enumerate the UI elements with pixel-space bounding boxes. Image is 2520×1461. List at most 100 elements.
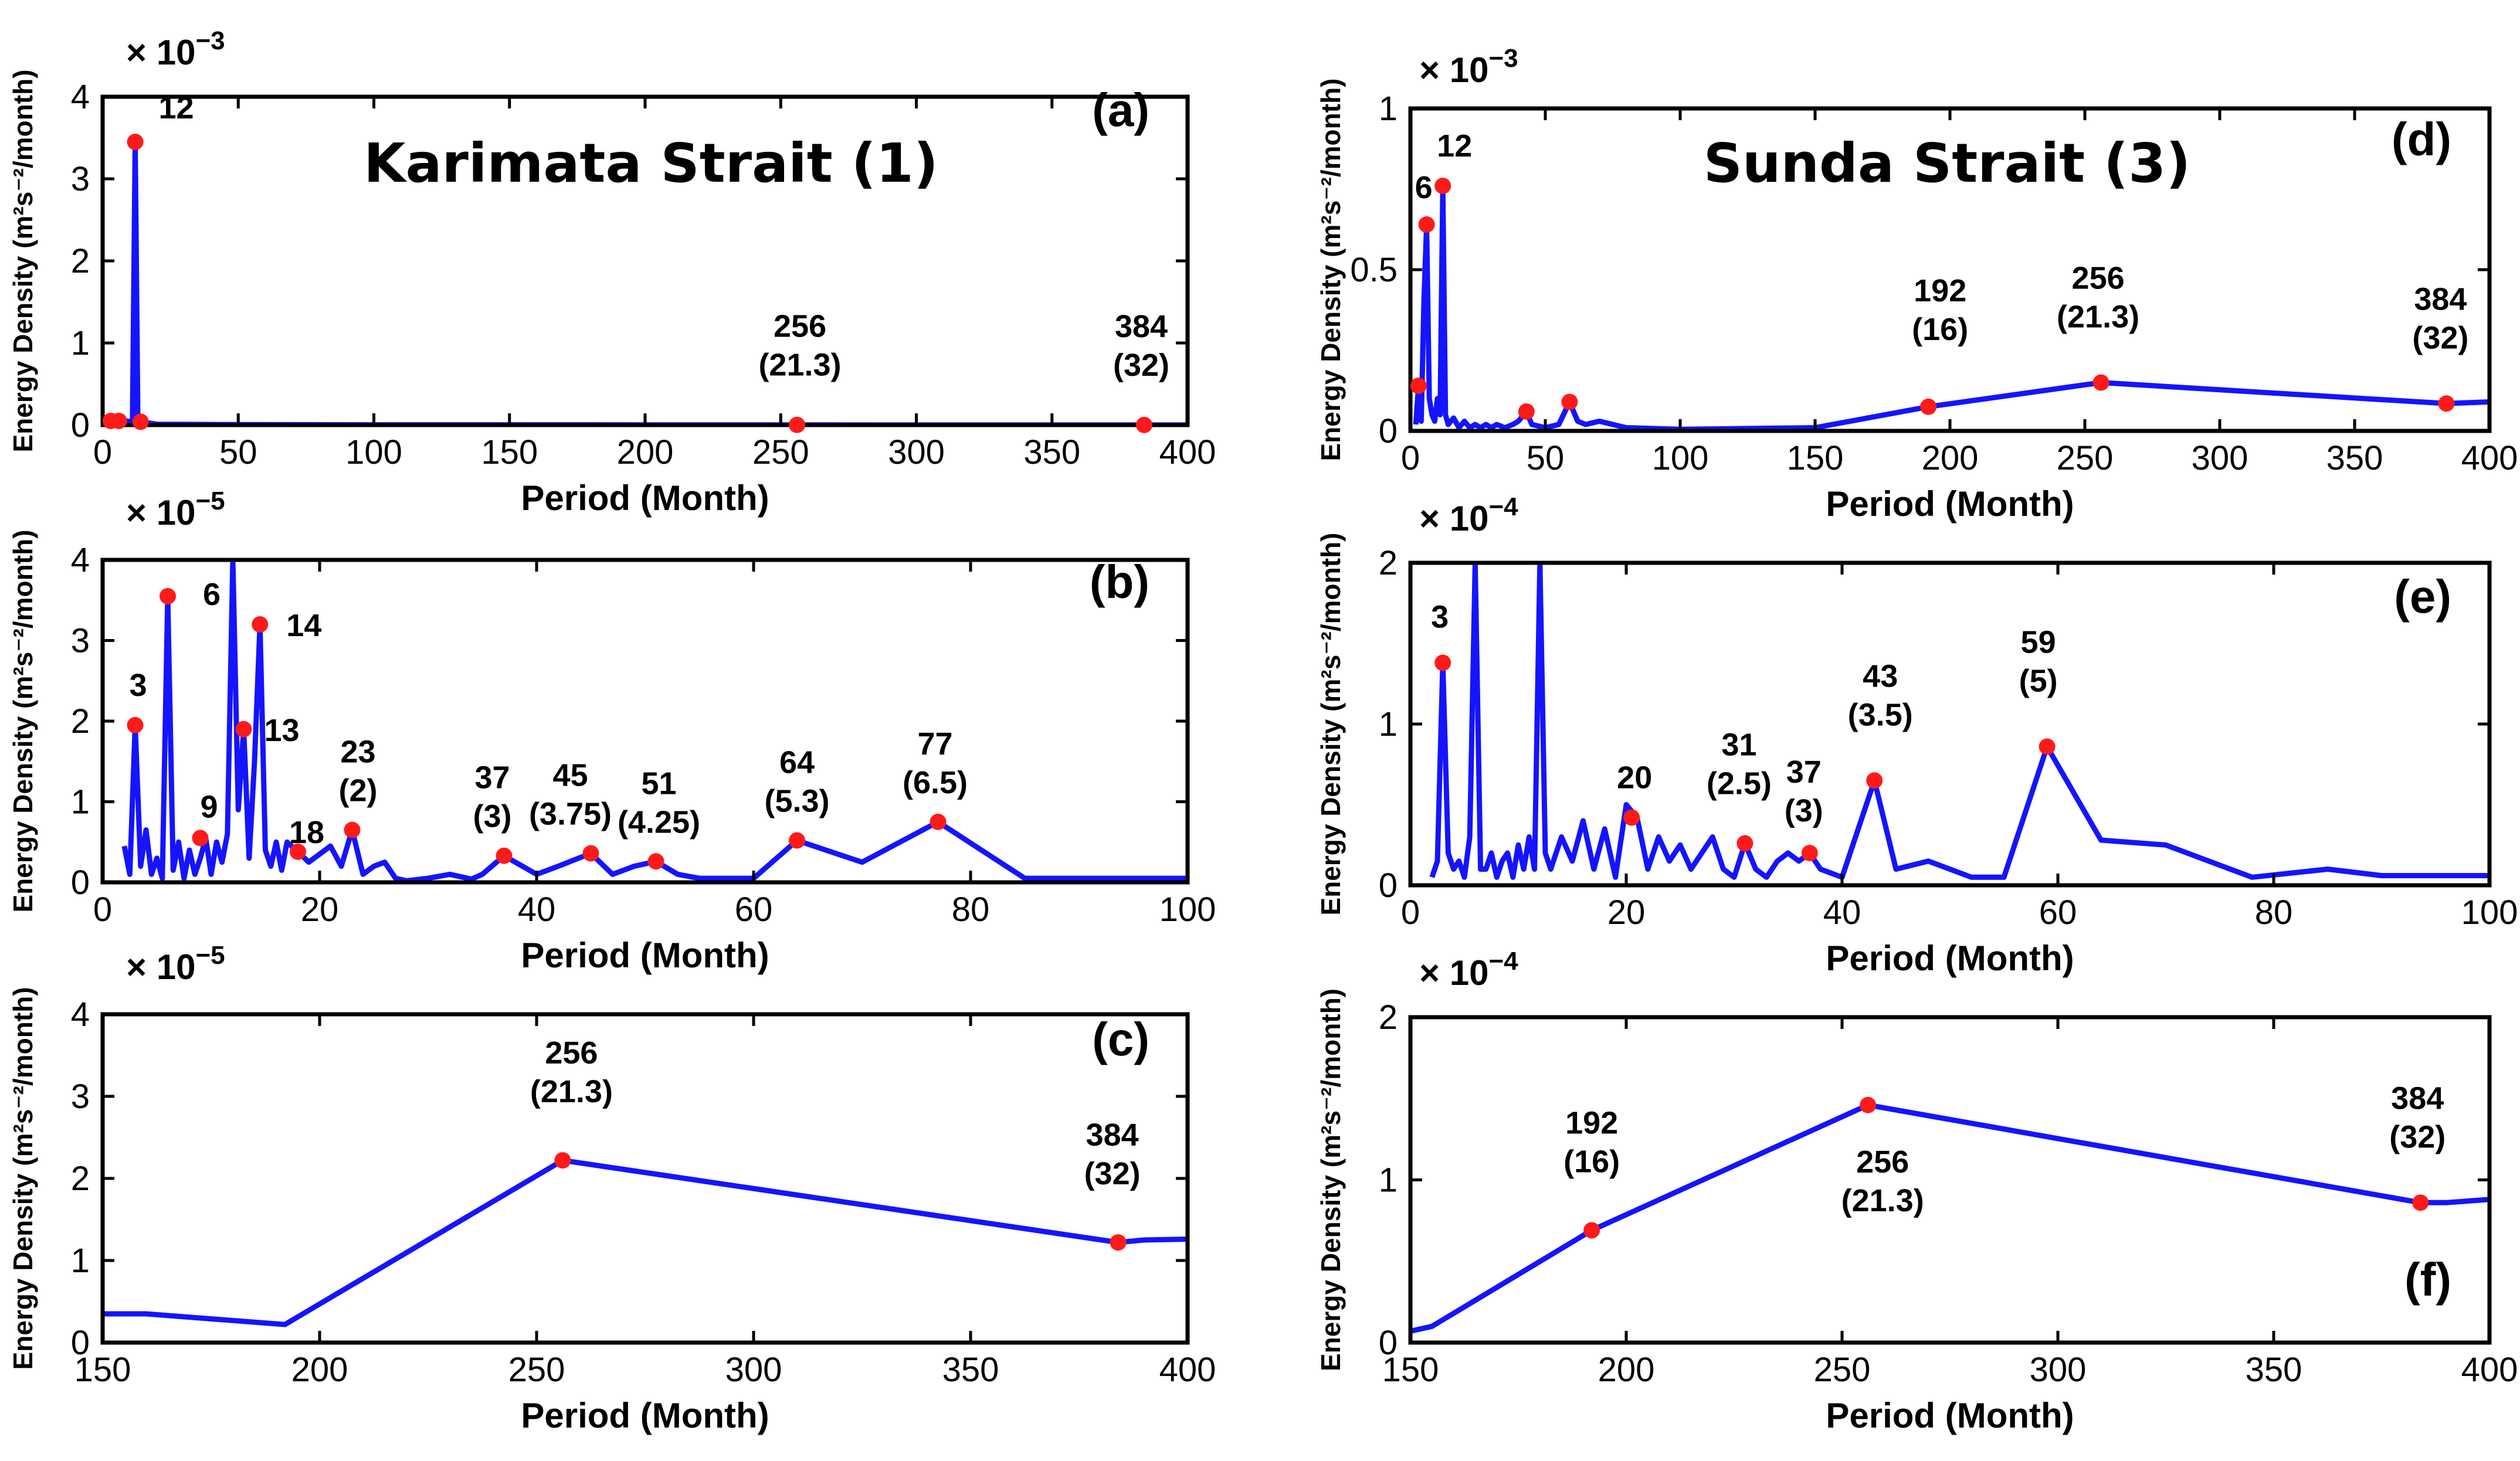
x-tick-label: 80 (952, 891, 990, 929)
peak-marker (252, 616, 269, 633)
x-tick-label: 100 (1652, 439, 1709, 477)
x-tick-label: 80 (2255, 893, 2293, 932)
peak-marker (132, 413, 149, 430)
series-line-d (1413, 183, 2490, 431)
x-axis-label: Period (Month) (521, 478, 769, 518)
peak-annotation: 13 (264, 713, 299, 748)
axis-multiplier: × 10−4 (1419, 947, 1518, 993)
x-tick-label: 250 (2057, 439, 2114, 477)
y-tick-label: 0 (1379, 412, 1398, 450)
axis-multiplier: × 10−5 (126, 941, 225, 987)
y-axis-label: Energy Density (m²s⁻²/month) (1315, 78, 1346, 461)
y-tick-label: 0 (1379, 1324, 1398, 1362)
panel-title: Sunda Strait (3) (1704, 132, 2191, 195)
panel-label: (d) (2392, 113, 2451, 165)
peak-marker (1110, 1234, 1127, 1251)
x-axis-label: Period (Month) (1826, 1396, 2074, 1435)
x-tick-label: 50 (1527, 439, 1565, 477)
x-tick-label: 200 (1922, 439, 1979, 477)
peak-marker (1860, 1096, 1877, 1113)
peak-annotation: 9 (200, 789, 218, 824)
peak-annotation: 3 (1431, 600, 1449, 635)
y-axis-label: Energy Density (m²s⁻²/month) (1315, 988, 1346, 1371)
y-tick-label: 2 (71, 702, 90, 740)
panel-e: 0 20 40 60 80 100 0 1 2 × 10−4 Period (Month) Energ… (1315, 492, 2518, 978)
x-tick-label: 350 (2326, 439, 2383, 477)
peak-marker (2438, 395, 2455, 412)
plot-frame (100, 1012, 1190, 1345)
x-axis-label: Period (Month) (1826, 484, 2074, 524)
peak-annotation: 3 (129, 668, 147, 703)
peak-marker (1623, 809, 1640, 826)
peak-annotation: 45 (3.75) (529, 758, 612, 832)
peak-marker (1136, 416, 1152, 433)
x-tick-label: 50 (219, 433, 257, 471)
x-tick-label: 100 (2461, 893, 2518, 932)
x-tick-label: 350 (1023, 433, 1080, 471)
x-tick-label: 300 (2030, 1351, 2087, 1389)
peak-annotation: 23 (2) (339, 735, 378, 808)
x-tick-label: 20 (1607, 893, 1646, 932)
peak-marker (1410, 378, 1427, 394)
panel-label: (e) (2394, 570, 2451, 623)
series-line-c (103, 1157, 1188, 1327)
panel-label: (c) (1092, 1013, 1149, 1065)
peak-annotation: 20 (1617, 760, 1652, 796)
peak-annotation: 14 (286, 608, 321, 643)
x-tick-label: 150 (481, 433, 538, 471)
peak-annotation: 256 (21.3) (530, 1035, 613, 1109)
peak-annotation: 37 (3) (473, 760, 512, 834)
peak-marker (2039, 738, 2056, 755)
peak-marker (1736, 835, 1754, 852)
x-tick-label: 60 (2039, 893, 2077, 932)
peak-annotation: 31 (2.5) (1707, 728, 1772, 801)
x-tick-label: 300 (725, 1351, 782, 1389)
axis-multiplier: × 10−5 (126, 487, 225, 532)
peak-marker (1434, 178, 1451, 194)
axis-multiplier: × 10−3 (126, 26, 225, 72)
y-axis-label: Energy Density (m²s⁻²/month) (8, 529, 38, 912)
x-tick-label: 150 (1382, 1351, 1439, 1389)
panel-label: (a) (1092, 84, 1149, 136)
y-tick-label: 4 (71, 995, 90, 1034)
x-tick-label: 150 (74, 1351, 131, 1389)
y-tick-label: 4 (71, 541, 90, 579)
peak-marker (127, 134, 144, 150)
peak-marker (789, 832, 805, 849)
panel-label: (b) (1090, 556, 1149, 608)
peak-annotation: 43 (3.5) (1848, 658, 1913, 732)
peak-annotation: 64 (5.3) (764, 745, 829, 819)
y-tick-label: 2 (71, 242, 90, 280)
peak-marker (789, 416, 805, 433)
y-tick-label: 4 (71, 78, 90, 116)
peak-annotation: 6 (1415, 170, 1433, 205)
y-tick-label: 1 (71, 324, 90, 362)
peak-annotation: 256 (21.3) (1841, 1144, 1924, 1218)
y-tick-label: 1 (1379, 705, 1398, 743)
peak-marker (582, 845, 599, 862)
x-tick-label: 40 (518, 891, 556, 929)
x-tick-label: 100 (345, 433, 402, 471)
y-axis-label: Energy Density (m²s⁻²/month) (1315, 532, 1346, 915)
peak-marker (160, 587, 176, 604)
x-tick-label: 0 (93, 433, 112, 471)
peak-annotation: 6 (203, 577, 221, 612)
y-tick-label: 1 (1379, 90, 1398, 128)
y-tick-label: 3 (71, 622, 90, 660)
panel-title: Karimata Strait (1) (364, 132, 938, 195)
x-tick-label: 250 (508, 1351, 565, 1389)
x-axis-label: Period (Month) (1826, 939, 2074, 978)
x-tick-label: 350 (942, 1351, 999, 1389)
x-tick-label: 400 (2461, 439, 2518, 477)
panel-c: 150 200 250 300 350 400 0 1 2 3 4 × 10−5 Period (Mon… (8, 941, 1216, 1435)
peak-annotation: 192 (16) (1912, 273, 1968, 347)
x-tick-label: 100 (1159, 891, 1216, 929)
peak-annotation: 59 (5) (2019, 625, 2058, 699)
x-axis-label: Period (Month) (521, 1396, 769, 1435)
y-tick-label: 2 (71, 1160, 90, 1198)
peak-annotation: 51 (4.25) (618, 766, 700, 840)
peak-marker (1418, 216, 1435, 233)
y-tick-label: 3 (71, 160, 90, 198)
